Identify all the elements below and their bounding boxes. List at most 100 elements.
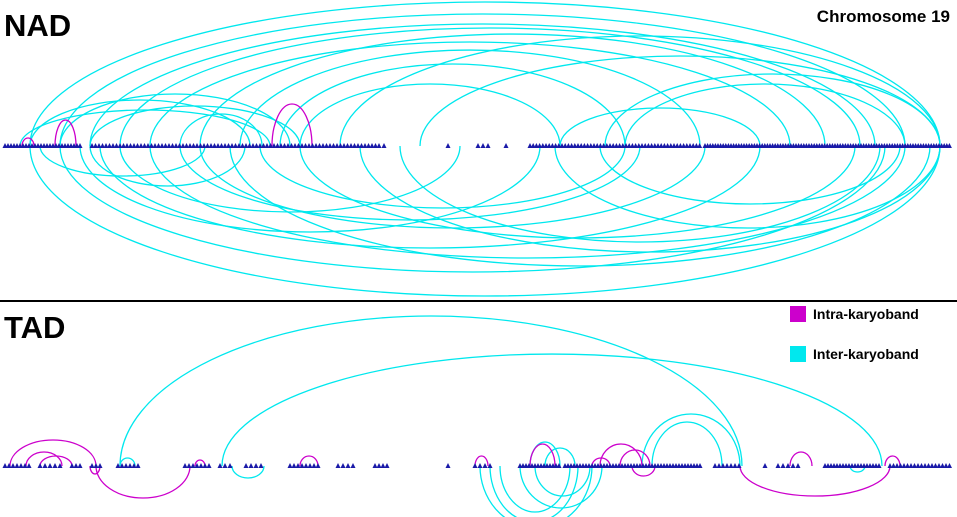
marker [594, 143, 600, 148]
marker [243, 463, 249, 468]
marker [222, 143, 228, 148]
marker [690, 143, 696, 148]
marker [658, 143, 664, 148]
marker [131, 143, 137, 148]
marker [226, 143, 231, 148]
marker [257, 143, 263, 148]
marker [926, 463, 931, 468]
marker [671, 143, 677, 148]
legend-swatch [790, 346, 806, 362]
marker [380, 463, 386, 468]
marker [553, 143, 559, 148]
marker [527, 143, 533, 148]
marker [629, 143, 635, 148]
marker [152, 143, 158, 148]
marker [795, 463, 801, 468]
arc [9, 439, 97, 467]
arc [419, 55, 941, 147]
arc [479, 465, 593, 517]
marker [236, 143, 242, 148]
marker [313, 143, 319, 148]
marker [306, 143, 312, 148]
arc [299, 83, 561, 147]
marker [282, 143, 287, 148]
marker [901, 463, 907, 468]
arc [519, 465, 603, 509]
arc [559, 107, 761, 147]
marker [26, 463, 32, 468]
marker [623, 143, 629, 148]
marker [194, 143, 200, 148]
marker [335, 463, 341, 468]
marker [556, 143, 562, 148]
arc [239, 49, 701, 147]
marker [57, 463, 63, 468]
marker [381, 143, 387, 148]
marker [724, 463, 730, 468]
marker [762, 463, 768, 468]
marker [720, 463, 726, 468]
marker [668, 143, 674, 148]
marker [135, 463, 141, 468]
marker [212, 143, 217, 148]
marker [591, 143, 597, 148]
marker [340, 463, 346, 468]
marker [565, 143, 571, 148]
marker [121, 143, 126, 148]
marker [240, 143, 245, 148]
chart-title: Chromosome 19 [817, 7, 950, 26]
arc [299, 455, 319, 467]
arc [99, 145, 761, 249]
marker [123, 463, 129, 468]
marker [946, 143, 952, 148]
arc [59, 13, 906, 147]
marker [14, 463, 20, 468]
arc [339, 35, 941, 147]
marker [264, 143, 270, 148]
marker [2, 463, 8, 468]
marker [549, 143, 555, 148]
marker [530, 143, 536, 148]
marker [191, 143, 196, 148]
panel-label: TAD [4, 310, 65, 345]
marker [124, 143, 130, 148]
marker [247, 143, 252, 148]
marker [317, 143, 322, 148]
marker [107, 143, 112, 148]
arc [221, 353, 883, 467]
marker [156, 143, 161, 148]
marker [736, 463, 742, 468]
marker [128, 143, 133, 148]
marker [475, 143, 481, 148]
arc [299, 145, 856, 239]
marker [287, 463, 293, 468]
marker [543, 143, 549, 148]
marker [10, 463, 16, 468]
marker [291, 463, 297, 468]
marker [540, 143, 546, 148]
arc [884, 455, 901, 467]
marker [331, 143, 336, 148]
marker [732, 463, 738, 468]
marker [940, 463, 945, 468]
arc [179, 145, 641, 221]
arc [89, 23, 876, 147]
arc [271, 103, 313, 147]
marker [89, 463, 95, 468]
marker [299, 143, 305, 148]
marker [933, 463, 938, 468]
marker [275, 143, 280, 148]
marker [217, 463, 223, 468]
marker [601, 143, 607, 148]
marker [77, 143, 83, 148]
marker [674, 143, 680, 148]
marker [597, 143, 603, 148]
marker [296, 143, 301, 148]
marker [47, 463, 53, 468]
marker [919, 463, 924, 468]
legend-label: Intra-karyoband [813, 306, 919, 322]
marker [376, 143, 382, 148]
marker [362, 143, 368, 148]
marker [219, 143, 224, 148]
arc [39, 145, 206, 177]
